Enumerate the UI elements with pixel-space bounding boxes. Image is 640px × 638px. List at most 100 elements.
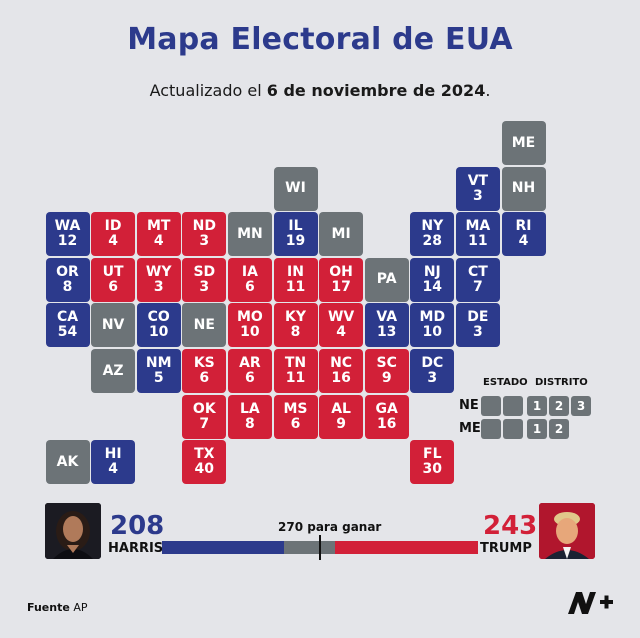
- win-threshold-label: 270 para ganar: [278, 520, 382, 534]
- state-abbr: PA: [376, 271, 397, 288]
- state-electoral-votes: 8: [290, 324, 301, 341]
- state-electoral-votes: 9: [336, 415, 346, 432]
- state-tile-ny: NY 28: [410, 212, 455, 257]
- state-tile-nd: ND 3: [182, 212, 227, 257]
- state-tile-or: OR 8: [45, 257, 90, 302]
- state-abbr: MO: [236, 309, 263, 326]
- state-abbr: VA: [376, 309, 398, 326]
- state-abbr: AR: [239, 355, 261, 371]
- state-abbr: WV: [327, 309, 355, 326]
- state-abbr: IL: [288, 218, 303, 235]
- state-electoral-votes: 7: [473, 278, 483, 295]
- state-abbr: KY: [285, 309, 306, 326]
- state-tile-id: ID 4: [91, 212, 136, 257]
- state-abbr: MN: [237, 225, 263, 242]
- trump-vote-bar: [335, 541, 478, 554]
- state-electoral-votes: 6: [108, 278, 118, 295]
- state-tile-mt: MT 4: [136, 212, 181, 257]
- state-abbr: LA: [240, 400, 260, 417]
- state-electoral-votes: 11: [285, 370, 306, 386]
- trump-photo: [539, 503, 595, 559]
- state-abbr: ME: [511, 134, 536, 151]
- state-electoral-votes: 4: [108, 461, 118, 478]
- state-tile-nv: NV: [91, 303, 136, 348]
- state-tile-ca: CA 54: [45, 303, 90, 348]
- state-tile-wy: WY 3: [136, 257, 181, 302]
- subtitle-prefix: Actualizado el: [149, 81, 262, 100]
- state-abbr: SD: [193, 263, 216, 280]
- legend-me-label: ME: [459, 421, 481, 436]
- harris-electoral-votes: 208: [110, 511, 165, 541]
- state-electoral-votes: 6: [245, 278, 255, 295]
- state-tile-md: MD 10: [410, 303, 455, 348]
- state-tile-nh: NH: [501, 166, 546, 211]
- state-tile-il: IL 19: [273, 212, 318, 257]
- state-tile-ar: AR 6: [227, 349, 272, 393]
- state-tile-ga: GA 16: [364, 394, 409, 439]
- state-abbr: NM: [145, 355, 172, 371]
- state-abbr: TX: [194, 446, 215, 463]
- state-abbr: DE: [467, 309, 489, 326]
- state-tile-sc: SC 9: [364, 349, 409, 393]
- state-electoral-votes: 10: [422, 324, 443, 341]
- state-electoral-votes: 30: [422, 461, 443, 478]
- state-tile-wv: WV 4: [319, 303, 364, 348]
- state-abbr: CA: [56, 309, 79, 326]
- state-abbr: TN: [284, 355, 307, 371]
- state-electoral-votes: 4: [153, 233, 164, 250]
- state-abbr: MT: [146, 218, 171, 235]
- state-tile-ms: MS 6: [273, 394, 318, 439]
- harris-name: HARRIS: [108, 541, 164, 556]
- state-tile-nm: NM 5: [136, 349, 181, 393]
- state-abbr: NV: [101, 316, 125, 333]
- state-abbr: ID: [104, 218, 122, 235]
- state-electoral-votes: 4: [108, 233, 118, 250]
- state-tile-wa: WA 12: [45, 212, 90, 257]
- state-abbr: DC: [421, 355, 444, 371]
- legend-state-header: ESTADO: [483, 377, 528, 388]
- state-abbr: AZ: [102, 362, 124, 379]
- legend-me-state-box: [503, 419, 523, 439]
- state-electoral-votes: 3: [473, 324, 483, 341]
- state-electoral-votes: 9: [381, 370, 392, 386]
- state-electoral-votes: 10: [240, 324, 260, 341]
- state-tile-ak: AK: [45, 440, 90, 485]
- state-abbr: NH: [511, 180, 536, 197]
- win-threshold-marker: [319, 535, 321, 560]
- state-electoral-votes: 11: [285, 278, 306, 295]
- state-electoral-votes: 5: [153, 370, 164, 386]
- legend-ne-district-1: 1: [527, 396, 547, 416]
- state-abbr: AL: [331, 400, 351, 417]
- update-subtitle: Actualizado el 6 de noviembre de 2024.: [0, 81, 640, 100]
- state-abbr: OR: [56, 263, 79, 280]
- state-electoral-votes: 19: [285, 233, 306, 250]
- state-electoral-votes: 4: [336, 324, 346, 341]
- state-electoral-votes: 3: [153, 278, 164, 295]
- state-abbr: VT: [467, 172, 489, 189]
- state-abbr: KS: [193, 355, 215, 371]
- state-abbr: MS: [283, 400, 308, 417]
- legend-me-state-box: [481, 419, 501, 439]
- state-tile-fl: FL 30: [410, 440, 455, 485]
- state-tile-al: AL 9: [319, 394, 364, 439]
- legend-ne-district-2: 2: [549, 396, 569, 416]
- state-tile-nj: NJ 14: [410, 257, 455, 302]
- state-abbr: UT: [102, 263, 124, 280]
- state-electoral-votes: 54: [57, 324, 78, 341]
- state-tile-ne: NE: [182, 303, 227, 348]
- state-electoral-votes: 40: [194, 461, 215, 478]
- state-electoral-votes: 6: [290, 415, 301, 432]
- state-tile-ri: RI 4: [501, 212, 546, 257]
- harris-vote-bar: [162, 541, 285, 554]
- state-electoral-votes: 12: [57, 233, 78, 250]
- state-abbr: NY: [421, 218, 444, 235]
- state-electoral-votes: 8: [245, 415, 255, 432]
- state-abbr: GA: [375, 400, 398, 417]
- legend-me-district-2: 2: [549, 419, 569, 439]
- state-abbr: WA: [54, 218, 81, 235]
- state-tile-ma: MA 11: [455, 212, 500, 257]
- state-tile-nc: NC 16: [319, 349, 364, 393]
- state-tile-mo: MO 10: [227, 303, 272, 348]
- update-date: 6 de noviembre de 2024: [266, 81, 486, 100]
- state-tile-ks: KS 6: [182, 349, 227, 393]
